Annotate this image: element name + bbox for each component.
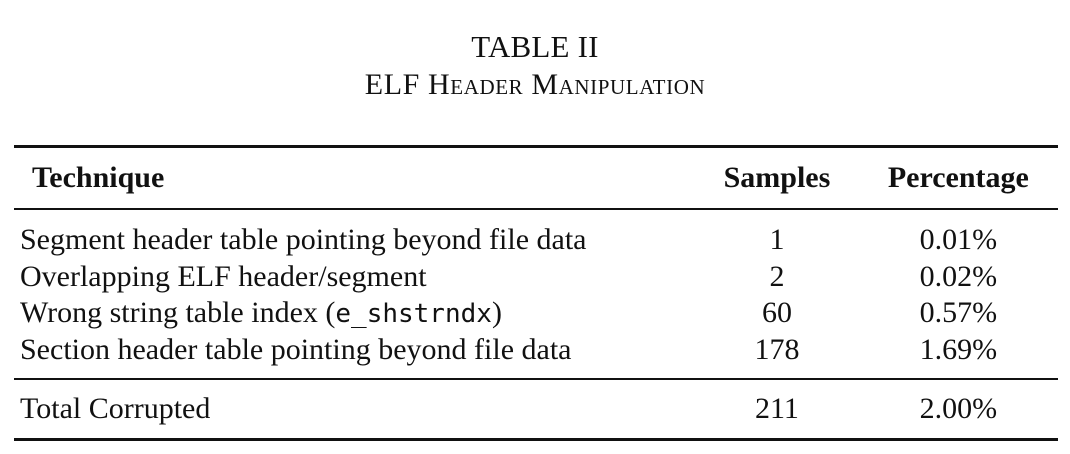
technique-text-prefix: Wrong string table index ( [20, 296, 336, 330]
samples-cell: 178 [754, 332, 800, 366]
technique-text-suffix: ) [491, 296, 502, 330]
header-samples: Samples [723, 161, 831, 194]
total-row: Total Corrupted 211 2.00% [14, 379, 1058, 440]
total-label: Total Corrupted [20, 392, 211, 425]
percentage-cell: 1.69% [919, 332, 998, 366]
technique-cell: Section header table pointing beyond fil… [20, 332, 572, 366]
header-technique: Technique [32, 161, 165, 194]
data-table: Technique Samples Percentage Segment hea… [14, 145, 1058, 441]
header-percentage: Percentage [887, 161, 1029, 194]
table-row: Segment header table pointing beyond fil… [14, 209, 1058, 259]
table-row: Overlapping ELF header/segment 2 0.02% [14, 259, 1058, 296]
technique-cell: Overlapping ELF header/segment [20, 259, 427, 293]
technique-code: e_shstrndx [335, 299, 492, 330]
percentage-cell: 0.02% [919, 259, 998, 293]
technique-cell: Segment header table pointing beyond fil… [20, 223, 587, 257]
elf-manipulation-table: Technique Samples Percentage Segment hea… [14, 145, 1058, 441]
technique-cell: Wrong string table index (e_shstrndx) [14, 295, 695, 332]
table-row: Section header table pointing beyond fil… [14, 332, 1058, 380]
table-number: TABLE II [471, 29, 599, 64]
total-percentage: 2.00% [919, 392, 998, 425]
total-samples: 211 [755, 392, 799, 425]
samples-cell: 1 [769, 223, 785, 257]
percentage-cell: 0.01% [919, 223, 998, 257]
table-row: Wrong string table index (e_shstrndx) 60… [14, 295, 1058, 332]
header-row: Technique Samples Percentage [14, 146, 1058, 210]
table-title: ELF Header Manipulation [364, 68, 706, 101]
percentage-cell: 0.57% [919, 296, 998, 330]
samples-cell: 2 [769, 259, 785, 293]
samples-cell: 60 [761, 296, 792, 330]
